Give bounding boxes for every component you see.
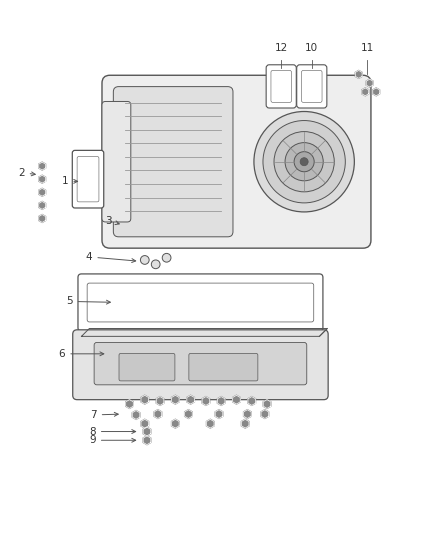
FancyBboxPatch shape xyxy=(78,274,323,331)
Polygon shape xyxy=(206,419,214,428)
Text: 8: 8 xyxy=(89,426,136,437)
Polygon shape xyxy=(261,410,268,418)
Polygon shape xyxy=(241,419,249,428)
FancyBboxPatch shape xyxy=(102,75,371,248)
FancyBboxPatch shape xyxy=(73,330,328,400)
FancyBboxPatch shape xyxy=(94,343,307,385)
FancyBboxPatch shape xyxy=(102,101,131,222)
Polygon shape xyxy=(39,215,46,222)
Circle shape xyxy=(285,143,323,181)
Polygon shape xyxy=(141,395,148,404)
Polygon shape xyxy=(215,410,223,418)
Text: 5: 5 xyxy=(66,296,110,306)
Polygon shape xyxy=(263,400,271,408)
Circle shape xyxy=(263,120,345,203)
FancyBboxPatch shape xyxy=(72,150,104,208)
Polygon shape xyxy=(141,419,148,428)
Polygon shape xyxy=(39,162,46,170)
FancyBboxPatch shape xyxy=(301,70,322,102)
Text: 3: 3 xyxy=(106,216,119,225)
Text: 6: 6 xyxy=(59,349,104,359)
Text: 2: 2 xyxy=(18,168,35,177)
Text: 12: 12 xyxy=(274,43,288,53)
Circle shape xyxy=(162,253,171,262)
Polygon shape xyxy=(154,410,162,418)
Polygon shape xyxy=(217,397,225,405)
FancyBboxPatch shape xyxy=(189,353,258,381)
Circle shape xyxy=(254,111,354,212)
Polygon shape xyxy=(366,79,373,87)
Circle shape xyxy=(141,256,149,264)
FancyBboxPatch shape xyxy=(77,157,99,202)
Polygon shape xyxy=(143,436,151,445)
Circle shape xyxy=(294,152,314,172)
Polygon shape xyxy=(244,410,251,418)
Circle shape xyxy=(300,158,308,166)
Polygon shape xyxy=(143,427,151,436)
Circle shape xyxy=(274,132,334,192)
Polygon shape xyxy=(362,88,369,96)
FancyBboxPatch shape xyxy=(271,70,291,102)
Polygon shape xyxy=(172,395,179,404)
FancyBboxPatch shape xyxy=(113,87,233,237)
Polygon shape xyxy=(248,397,255,405)
Polygon shape xyxy=(156,397,164,405)
Polygon shape xyxy=(39,201,46,209)
Polygon shape xyxy=(39,175,46,183)
Polygon shape xyxy=(355,70,362,78)
Polygon shape xyxy=(373,88,380,96)
Text: 9: 9 xyxy=(89,435,136,445)
Polygon shape xyxy=(132,410,140,419)
Circle shape xyxy=(151,260,160,269)
Polygon shape xyxy=(172,419,179,428)
Text: 10: 10 xyxy=(305,43,318,53)
FancyBboxPatch shape xyxy=(297,65,327,108)
FancyBboxPatch shape xyxy=(87,283,314,322)
FancyBboxPatch shape xyxy=(266,65,296,108)
Polygon shape xyxy=(233,395,240,404)
Polygon shape xyxy=(126,400,133,408)
Polygon shape xyxy=(202,397,210,405)
Polygon shape xyxy=(187,395,194,404)
Text: 7: 7 xyxy=(90,410,118,420)
Text: 4: 4 xyxy=(86,252,136,263)
Text: 11: 11 xyxy=(361,43,374,53)
Text: 1: 1 xyxy=(62,176,78,187)
Polygon shape xyxy=(39,188,46,196)
Polygon shape xyxy=(185,410,192,418)
FancyBboxPatch shape xyxy=(119,353,175,381)
